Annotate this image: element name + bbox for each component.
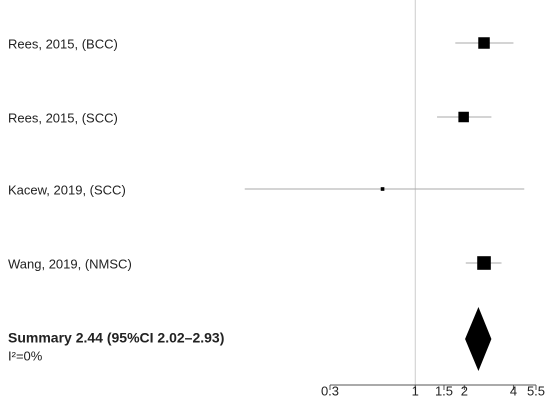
x-tick-label: 2 bbox=[461, 383, 468, 398]
x-tick-label: 0.3 bbox=[321, 383, 339, 398]
summary-label: Summary 2.44 (95%CI 2.02–2.93) bbox=[8, 330, 224, 346]
x-tick-label: 4 bbox=[510, 383, 517, 398]
point-estimate bbox=[458, 111, 469, 123]
study-label: Wang, 2019, (NMSC) bbox=[8, 256, 132, 271]
x-tick-label: 1 bbox=[412, 383, 419, 398]
x-tick-label: 5.5 bbox=[527, 383, 545, 398]
point-estimate bbox=[380, 187, 385, 191]
point-estimate bbox=[478, 37, 490, 49]
study-label: Rees, 2015, (BCC) bbox=[8, 36, 118, 51]
summary-diamond bbox=[465, 307, 492, 371]
study-label: Kacew, 2019, (SCC) bbox=[8, 182, 126, 197]
study-label: Rees, 2015, (SCC) bbox=[8, 110, 118, 125]
heterogeneity: I²=0% bbox=[8, 348, 43, 363]
x-tick-label: 1.5 bbox=[435, 383, 453, 398]
point-estimate bbox=[477, 256, 491, 270]
